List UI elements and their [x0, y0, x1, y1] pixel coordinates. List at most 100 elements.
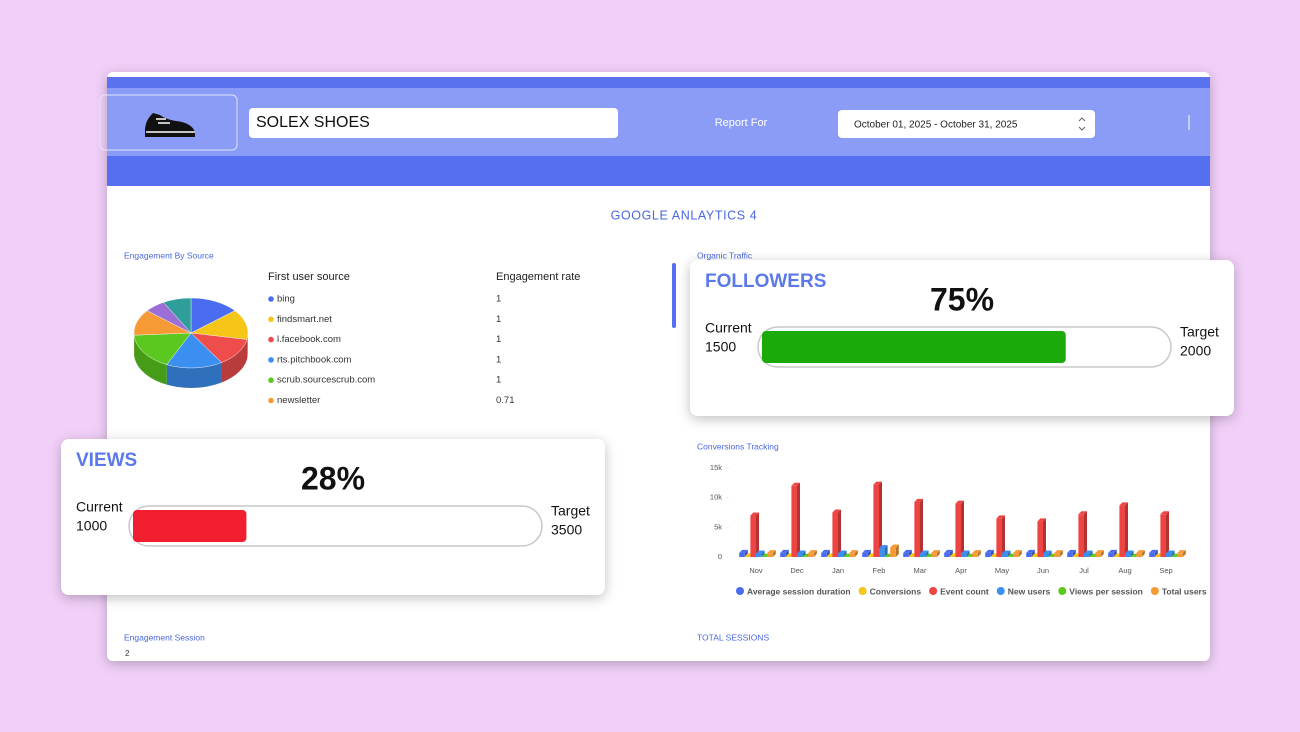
bar-side	[879, 481, 882, 557]
bar-side	[813, 550, 817, 557]
bar	[931, 553, 937, 557]
bar-side	[744, 549, 748, 557]
x-tick-label: May	[995, 566, 1009, 575]
table-cell: 1	[496, 354, 501, 365]
legend-dot	[268, 336, 274, 343]
bar-side	[1130, 550, 1134, 557]
y-tick-label: 15k	[710, 463, 722, 472]
table-header: First user source	[268, 271, 350, 283]
bar-side	[1059, 550, 1063, 557]
table-header: Engagement rate	[496, 271, 580, 283]
table-cell: 0.71	[496, 395, 515, 406]
bar	[1054, 553, 1060, 557]
y-tick-label: 0	[718, 552, 722, 561]
bar-top	[767, 550, 776, 554]
bar-top	[955, 500, 964, 504]
bar-top	[961, 550, 970, 554]
report-label: Report For	[715, 117, 768, 129]
bar-side	[843, 550, 847, 557]
bar-side	[936, 550, 940, 557]
target-value: 2000	[1180, 343, 1211, 359]
y-tick-label: 10k	[710, 493, 722, 502]
bar-side	[895, 544, 899, 557]
bar-side	[802, 550, 806, 557]
pie-slice-side	[246, 333, 248, 360]
legend-label: New users	[1008, 586, 1051, 596]
bar-top	[996, 515, 1005, 519]
bar-side	[1002, 515, 1005, 557]
bar-top	[797, 550, 806, 554]
bar-top	[1160, 511, 1169, 515]
bar	[1166, 553, 1172, 557]
bar	[955, 503, 961, 557]
bar	[879, 548, 885, 557]
bar	[1031, 556, 1038, 557]
section-title: Engagement Session	[124, 632, 205, 642]
bar	[996, 518, 1002, 557]
logo-box[interactable]	[99, 94, 238, 151]
bar-side	[1084, 511, 1087, 557]
bar-side	[797, 482, 800, 557]
bar	[1108, 552, 1114, 557]
bar-top	[985, 549, 994, 553]
brand-input[interactable]	[249, 108, 618, 138]
bar	[832, 512, 838, 557]
bar-side	[884, 545, 888, 557]
bar	[791, 485, 797, 557]
card-percent: 28%	[301, 460, 365, 496]
bar-side	[761, 550, 765, 557]
bar-side	[1018, 550, 1022, 557]
bar-top	[972, 550, 981, 554]
bar-side	[990, 549, 994, 557]
bar-side	[1007, 550, 1011, 557]
bar-side	[1171, 550, 1175, 557]
x-tick-label: Mar	[914, 566, 927, 575]
legend-dot	[268, 296, 274, 302]
table-cell: l.facebook.com	[277, 334, 341, 345]
bar-side	[949, 549, 953, 557]
bar	[1037, 521, 1043, 557]
bar	[1177, 553, 1183, 557]
scrollbar[interactable]	[672, 263, 676, 328]
legend-dot	[268, 357, 274, 363]
bar-top	[1095, 550, 1104, 554]
legend-dot	[268, 316, 274, 323]
legend-dot	[268, 397, 274, 404]
legend-marker	[929, 587, 938, 595]
bar-side	[1113, 549, 1117, 557]
legend-label: Views per session	[1069, 586, 1143, 596]
bar	[1084, 553, 1090, 557]
shoe-laces	[146, 118, 195, 133]
bar-top	[903, 549, 912, 553]
bar-side	[1043, 518, 1046, 557]
cards: FOLLOWERS 75% Current 1500 Target 2000 VIEWS 28…	[61, 260, 1234, 595]
bar-side	[1182, 550, 1186, 557]
bar-top	[879, 545, 888, 549]
bar	[1078, 514, 1084, 557]
dashboard-title: GOOGLE ANLAYTICS 4	[611, 208, 758, 222]
bar-top	[1119, 502, 1128, 506]
date-select[interactable]	[838, 110, 1095, 138]
table-cell: 1	[496, 294, 501, 305]
bar	[756, 553, 762, 557]
table-cell: rts.pitchbook.com	[277, 354, 352, 365]
bar	[767, 553, 773, 557]
bar-top	[756, 550, 765, 554]
bar	[949, 556, 956, 557]
bar	[920, 553, 926, 557]
table-cell: 1	[496, 334, 501, 345]
bar	[961, 553, 967, 557]
bar	[903, 552, 909, 557]
current-label: Current	[76, 499, 123, 515]
pie-slice	[133, 332, 192, 365]
bar-top	[1166, 550, 1175, 554]
legend-marker	[996, 587, 1005, 595]
bar-top	[750, 512, 759, 516]
bar	[826, 556, 833, 557]
legend-marker	[736, 587, 744, 595]
target-value: 3500	[551, 522, 582, 538]
session-value: 2	[125, 649, 130, 658]
bar-top	[832, 509, 841, 513]
current-value: 1500	[705, 339, 736, 355]
bar-top	[1125, 550, 1134, 554]
